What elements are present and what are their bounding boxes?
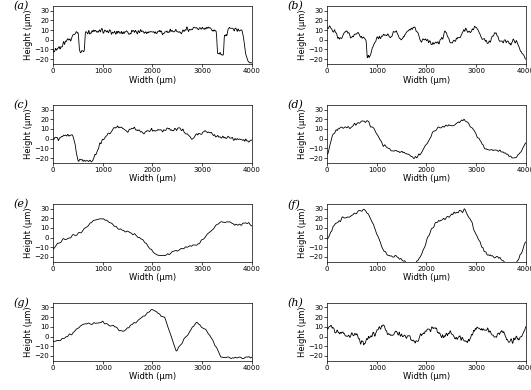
Text: (f): (f)	[287, 199, 301, 209]
X-axis label: Width (μm): Width (μm)	[129, 273, 176, 282]
Y-axis label: Height (μm): Height (μm)	[298, 207, 307, 258]
Y-axis label: Height (μm): Height (μm)	[298, 307, 307, 357]
X-axis label: Width (μm): Width (μm)	[129, 372, 176, 381]
Text: (g): (g)	[13, 298, 29, 308]
Text: (a): (a)	[13, 1, 29, 12]
Text: (b): (b)	[287, 1, 303, 12]
X-axis label: Width (μm): Width (μm)	[129, 174, 176, 183]
X-axis label: Width (μm): Width (μm)	[403, 76, 450, 85]
X-axis label: Width (μm): Width (μm)	[129, 76, 176, 85]
Y-axis label: Height (μm): Height (μm)	[24, 307, 33, 357]
Text: (d): (d)	[287, 100, 303, 110]
X-axis label: Width (μm): Width (μm)	[403, 174, 450, 183]
Y-axis label: Height (μm): Height (μm)	[24, 10, 33, 60]
X-axis label: Width (μm): Width (μm)	[403, 273, 450, 282]
Text: (e): (e)	[13, 199, 29, 209]
X-axis label: Width (μm): Width (μm)	[403, 372, 450, 381]
Y-axis label: Height (μm): Height (μm)	[298, 108, 307, 159]
Y-axis label: Height (μm): Height (μm)	[24, 207, 33, 258]
Text: (c): (c)	[13, 100, 28, 110]
Y-axis label: Height (μm): Height (μm)	[298, 10, 307, 60]
Y-axis label: Height (μm): Height (μm)	[24, 108, 33, 159]
Text: (h): (h)	[287, 298, 303, 308]
